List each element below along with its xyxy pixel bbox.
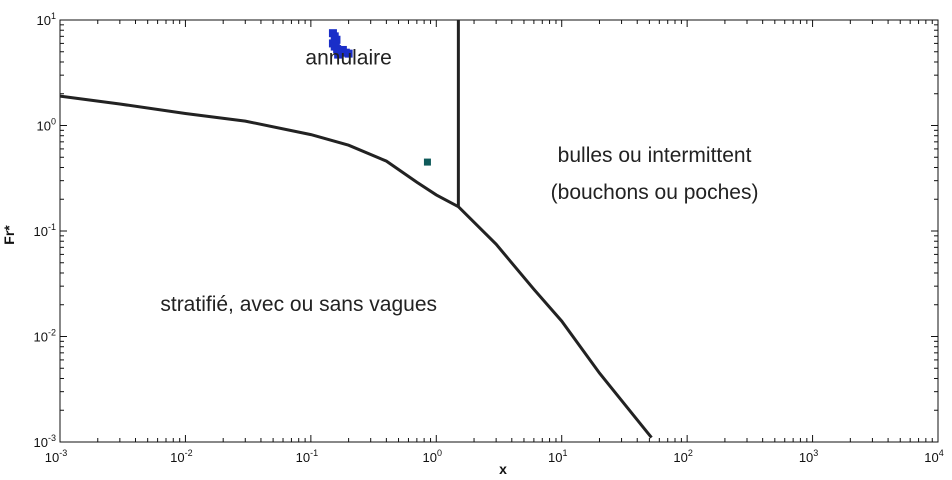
y-axis-label: Fr* bbox=[1, 225, 17, 245]
y-tick-label: 100 bbox=[37, 117, 56, 134]
boundary-curve bbox=[59, 94, 653, 439]
region-label: stratifié, avec ou sans vagues bbox=[160, 293, 437, 316]
data-point bbox=[334, 50, 343, 59]
data-point bbox=[344, 49, 353, 58]
y-tick-label: 101 bbox=[37, 11, 56, 28]
x-tick-label: 100 bbox=[423, 448, 442, 465]
y-tick-labels: 10-3 10-2 10-1 100 101 bbox=[34, 11, 56, 450]
x-tick-label: 10-3 bbox=[45, 448, 67, 465]
x-tick-label: 102 bbox=[673, 448, 692, 465]
y-tick-label: 10-3 bbox=[34, 433, 56, 450]
annular-data-points bbox=[328, 29, 353, 59]
region-label: bulles ou intermittent bbox=[558, 144, 752, 167]
y-tick-label: 10-1 bbox=[34, 222, 56, 239]
data-point bbox=[331, 40, 340, 49]
region-label: annulaire bbox=[305, 46, 391, 69]
x-tick-labels: 10-3 10-2 10-1 100 101 102 103 104 bbox=[45, 448, 944, 465]
x-tick-label: 103 bbox=[799, 448, 818, 465]
x-tick-label: 104 bbox=[924, 448, 943, 465]
axis-ticks bbox=[59, 20, 938, 443]
intermittent-data-points bbox=[423, 158, 431, 166]
plot-area bbox=[59, 19, 939, 443]
x-axis-label: x bbox=[499, 461, 507, 477]
x-tick-label: 10-1 bbox=[296, 448, 318, 465]
data-point bbox=[423, 158, 431, 166]
region-label: (bouchons ou poches) bbox=[551, 181, 759, 204]
x-tick-label: 101 bbox=[548, 448, 567, 465]
y-tick-label: 10-2 bbox=[34, 328, 56, 345]
x-tick-label: 10-2 bbox=[170, 448, 192, 465]
region-labels: annulaire bulles ou intermittent (bouchons… bbox=[160, 46, 758, 316]
